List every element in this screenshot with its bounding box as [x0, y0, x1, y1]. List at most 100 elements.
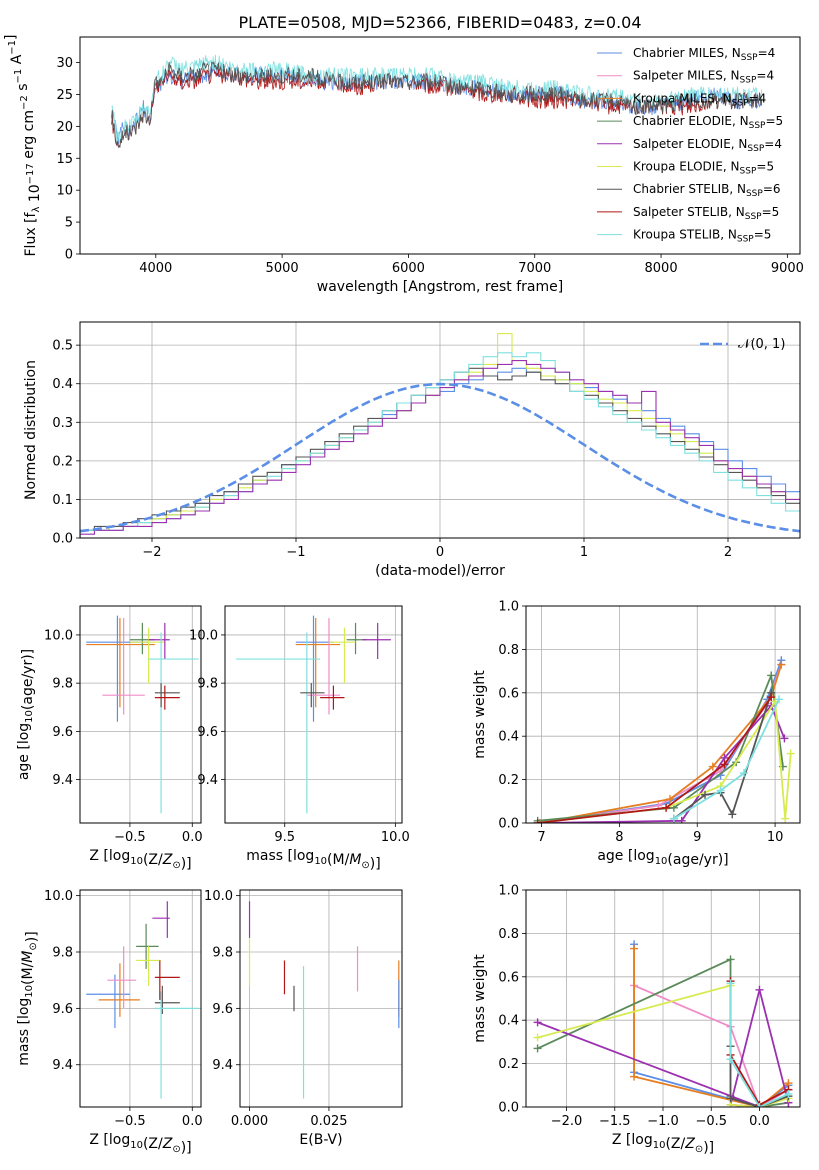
plot-area [533, 940, 793, 1107]
y-tick-label: 0.4 [498, 730, 519, 745]
legend: 𝒩(0, 1) [700, 337, 785, 352]
y-tick-label: 10 [56, 184, 73, 199]
weight-marker [739, 769, 748, 778]
histogram-salpeter-elodie [80, 360, 800, 538]
y-tick-label: 0.0 [498, 817, 519, 832]
y-axis-label: mass weight [472, 954, 488, 1043]
y-tick-label: 9.8 [52, 677, 73, 692]
legend-entry: Chabrier STELIB, NSSP=6 [633, 182, 781, 199]
y-tick-label: 9.4 [212, 1058, 233, 1073]
weight-line-salpeter-miles [537, 664, 783, 823]
y-tick-label: 10.0 [189, 628, 218, 643]
legend-entry: 𝒩(0, 1) [738, 337, 785, 352]
x-tick-label: −0.5 [114, 830, 146, 845]
errorbar-point [306, 618, 341, 715]
y-tick-label: 1.0 [498, 884, 519, 899]
errorbar-point [148, 632, 199, 814]
x-tick-label: 0.000 [231, 1114, 268, 1129]
panel-mass-vs-Z: −0.5 0.0 9.4 9.6 9.8 10.0 Z [log10(Z/Z⊙)] mass … [16, 889, 203, 1156]
weight-marker [767, 671, 776, 680]
weight-line-salpeter-stelib [537, 696, 772, 823]
y-tick-label: 0.2 [498, 1057, 519, 1072]
y-tick-label: 0 [65, 248, 73, 263]
plot-area [236, 615, 391, 814]
panel-mass-weight-vs-Z: −2.0 −1.5 −1.0 −0.5 0.0 0.0 0.2 0.4 0.6 0.8 1.0 Z [… [472, 884, 801, 1156]
errorbar-point [129, 622, 155, 655]
y-tick-label: 25 [56, 88, 73, 103]
errorbar-point [129, 627, 165, 684]
figure-title: PLATE=0508, MJD=52366, FIBERID=0483, z=0… [238, 13, 641, 32]
x-tick-label: 2 [724, 545, 732, 560]
errorbar-point [154, 991, 199, 1099]
weight-marker [708, 762, 717, 771]
y-tick-label: 0.6 [498, 970, 519, 985]
errorbar-point [362, 622, 391, 660]
y-tick-label: 9.6 [52, 1002, 73, 1017]
errorbar-point [86, 974, 130, 1029]
x-tick-label: 8000 [645, 261, 678, 276]
spectrum-line-chabrier-stelib [111, 60, 763, 149]
x-tick-label: 5000 [266, 261, 299, 276]
axes-frame [525, 889, 801, 1108]
errorbar-point [154, 683, 180, 708]
weight-marker [726, 1094, 735, 1103]
errorbar-point [328, 627, 356, 684]
plot-area [86, 615, 199, 814]
y-tick-label: 10.0 [204, 889, 233, 904]
weight-marker [716, 786, 725, 795]
normal-reference-curve [80, 382, 800, 533]
x-tick-label: −1.5 [599, 1114, 631, 1129]
axes-frame [525, 605, 801, 824]
y-tick-label: 0.4 [498, 1014, 519, 1029]
y-tick-label: 30 [56, 56, 73, 71]
y-axis-label: age [log10(age/yr)] [16, 649, 36, 780]
y-tick-label: 0.2 [52, 454, 73, 469]
x-tick-label: −0.5 [695, 1114, 727, 1129]
x-tick-label: 10 [767, 830, 784, 845]
y-tick-label: 9.4 [197, 773, 218, 788]
panel-mass-vs-ebv: 0.000 0.025 9.4 9.6 9.8 10.0 E(B-V) [204, 889, 403, 1148]
legend-entry: Chabrier MILES, NSSP=4 [633, 46, 775, 63]
legend-entry: Salpeter ELODIE, NSSP=4 [633, 137, 782, 154]
weight-marker [630, 1072, 639, 1081]
errorbar-point [98, 963, 140, 1017]
plot-area [80, 333, 800, 538]
weight-marker [784, 1089, 793, 1098]
errorbar-point [236, 632, 321, 814]
legend-entry: Kroupa ELODIE, NSSP=5 [633, 160, 774, 177]
weight-marker [669, 814, 678, 823]
weight-marker [726, 955, 735, 964]
axes-frame [79, 36, 801, 255]
axes-frame [79, 321, 801, 539]
weight-marker [533, 1044, 542, 1053]
weight-marker [755, 1103, 764, 1107]
x-tick-label: 0.0 [749, 1114, 770, 1129]
x-axis-label: Z [log10(Z/Z⊙)] [612, 1132, 714, 1156]
y-tick-label: 0.0 [498, 1101, 519, 1116]
y-axis-label: Flux [fλ 10−17 erg cm−2 s−1 A−1] [3, 35, 43, 257]
y-tick-label: 0.3 [52, 416, 73, 431]
y-axis-label: mass weight [472, 670, 488, 759]
weight-marker [662, 803, 671, 812]
x-tick-label: 9.5 [274, 830, 295, 845]
panel-age-vs-Z: −0.5 0.0 9.4 9.6 9.8 10.0 Z [log10(Z/Z⊙)] age [… [16, 605, 203, 872]
legend-entry: Kroupa STELIB, NSSP=5 [633, 228, 771, 245]
y-tick-label: 0.8 [498, 927, 519, 942]
y-tick-label: 0.4 [52, 377, 73, 392]
x-axis-label: (data-model)/error [375, 563, 505, 579]
x-tick-label: 9 [693, 830, 701, 845]
weight-line-kroupa-stelib [673, 698, 780, 820]
weight-marker [533, 1033, 542, 1042]
x-tick-label: 0 [436, 545, 444, 560]
x-axis-label: age [log10(age/yr)] [597, 848, 728, 868]
errorbar-point [346, 622, 367, 655]
weight-line-salpeter-miles [633, 984, 789, 1107]
x-tick-label: −2 [142, 545, 161, 560]
axes-frame [224, 605, 403, 824]
y-axis-label: Normed distribution [23, 360, 39, 500]
x-tick-label: 9000 [771, 261, 804, 276]
weight-marker [728, 810, 737, 819]
weight-marker [781, 814, 790, 823]
y-tick-label: 9.6 [52, 725, 73, 740]
